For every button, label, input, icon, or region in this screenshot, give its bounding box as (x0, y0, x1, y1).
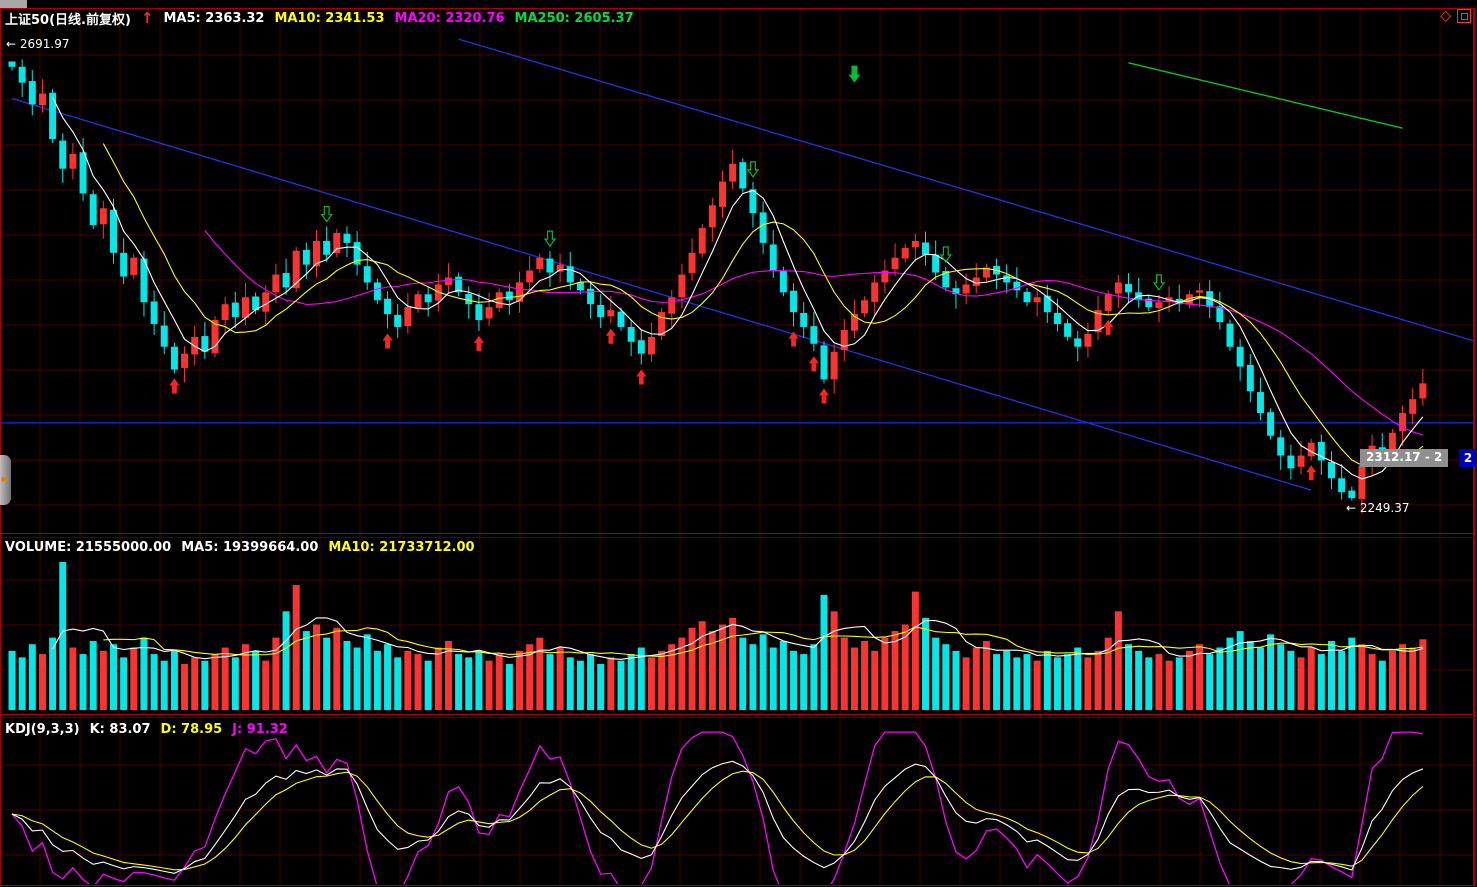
window-fragment (0, 0, 27, 8)
corner-icons: ◇ (1440, 9, 1471, 23)
handle-arrow-icon: ► (1, 474, 10, 485)
volume-ma5-label: MA5: 19399664.00 (181, 540, 319, 555)
volume-label: VOLUME: 21555000.00 (5, 540, 172, 555)
symbol-title: 上证50(日线.前复权) (5, 13, 131, 28)
volume-ma10-label: MA10: 21733712.00 (328, 540, 475, 555)
kdj-k-label: K: 83.07 (89, 722, 151, 737)
kdj-title: KDJ(9,3,3) (5, 722, 80, 737)
min-price-label: ← 2249.37 (1346, 501, 1410, 515)
max-price-label: ← 2691.97 (6, 37, 70, 51)
buy-arrow-icon: ↑ (140, 9, 154, 27)
diamond-icon[interactable]: ◇ (1440, 8, 1451, 24)
kdj-j-label: J: 91.32 (232, 722, 288, 737)
kdj-panel-header: KDJ(9,3,3) K: 83.07 D: 78.95 J: 91.32 (5, 722, 288, 737)
restore-icon[interactable] (1457, 9, 1471, 23)
price-tooltip-edge: 2 (1459, 449, 1477, 467)
ma20-label: MA20: 2320.76 (394, 11, 505, 26)
restore-icon-inner (1460, 12, 1468, 20)
kdj-d-label: D: 78.95 (160, 722, 223, 737)
ma10-label: MA10: 2341.53 (274, 11, 385, 26)
main-chart-header: 上证50(日线.前复权) ↑ MA5: 2363.32 MA10: 2341.5… (5, 9, 634, 29)
volume-panel-header: VOLUME: 21555000.00 MA5: 19399664.00 MA1… (5, 540, 475, 555)
panel-collapse-handle[interactable]: ► (0, 455, 11, 505)
price-range-tooltip: 2312.17 - 2 (1360, 449, 1449, 467)
ma250-label: MA250: 2605.37 (514, 11, 634, 26)
ma5-label: MA5: 2363.32 (163, 11, 265, 26)
